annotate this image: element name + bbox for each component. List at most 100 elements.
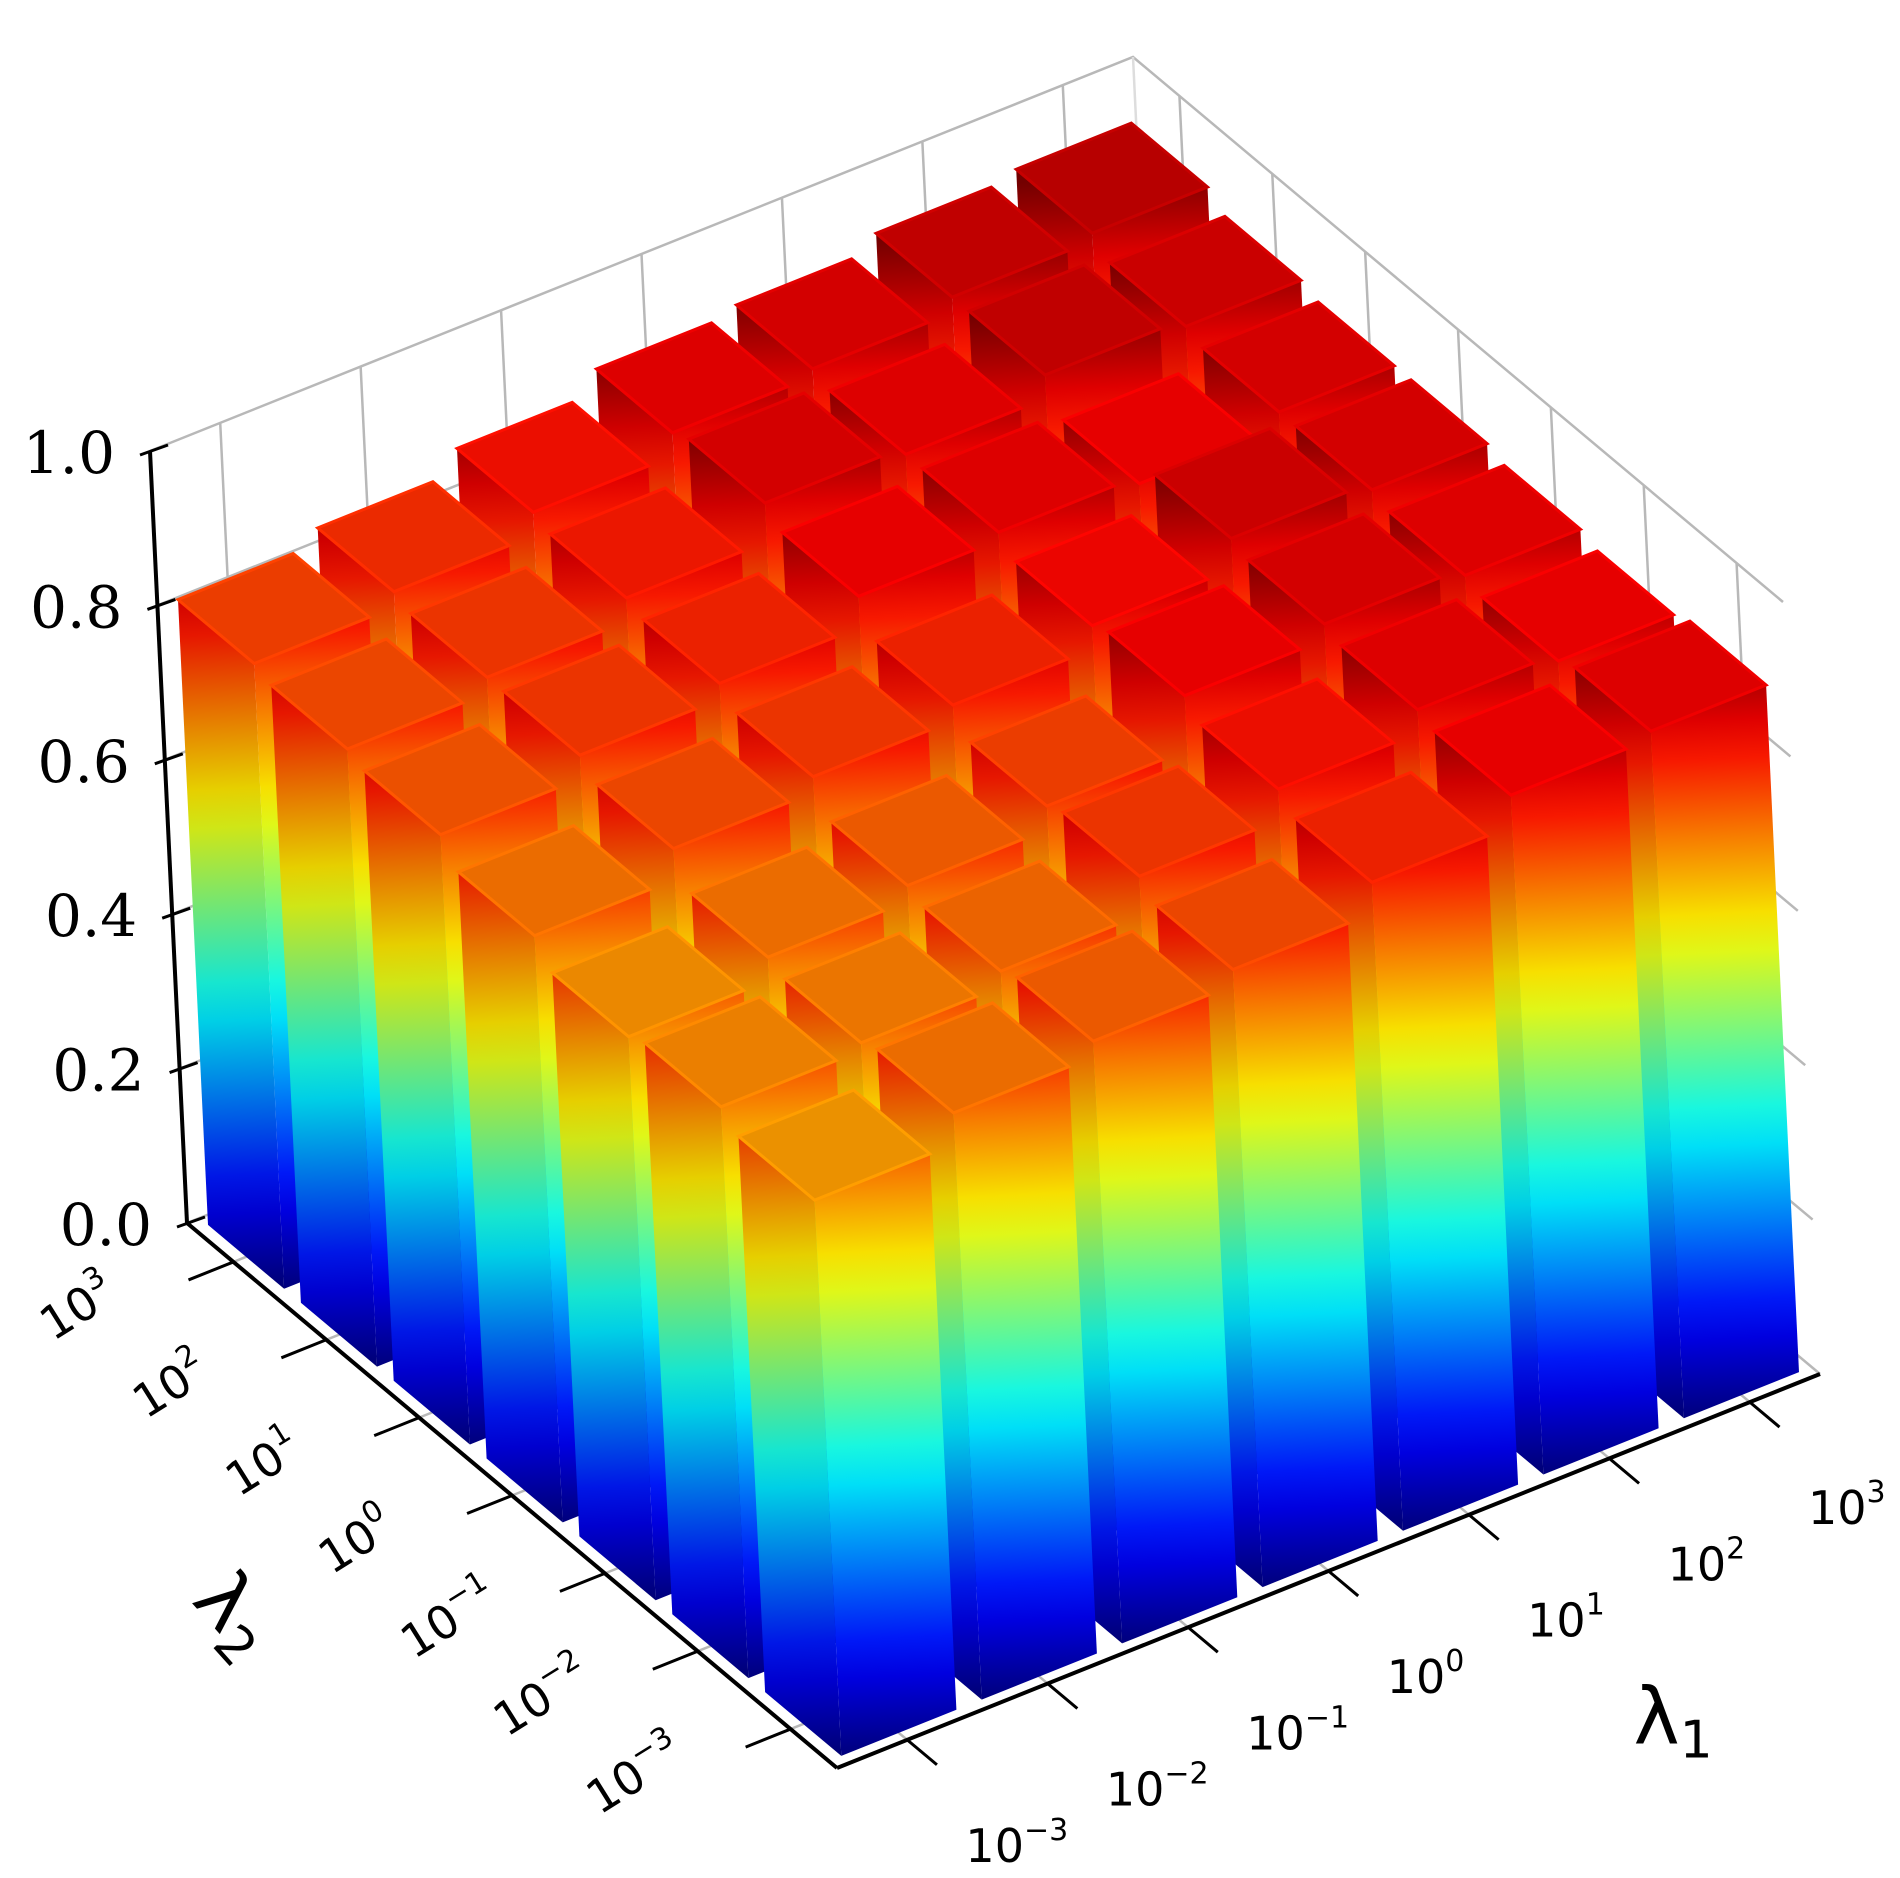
z-tick-label: 1.0 — [23, 419, 115, 487]
bar-top-face — [921, 859, 1119, 973]
z-tick-label: 0.4 — [45, 882, 137, 950]
bar-top-face — [549, 924, 747, 1039]
y-tick — [187, 1260, 234, 1282]
bar-top-face — [873, 593, 1071, 707]
bar-top-face — [828, 773, 1026, 888]
x-tick — [1046, 1682, 1079, 1710]
bar-top-face — [500, 643, 698, 757]
bar-top-face — [594, 736, 792, 851]
bar-top-face — [779, 484, 977, 599]
z-tick — [154, 752, 184, 766]
bar-front-face — [1510, 749, 1659, 1475]
bar-top-face — [1479, 549, 1677, 663]
bar-top-face — [1106, 214, 1304, 329]
x-tick — [1327, 1569, 1360, 1598]
x-tick-label: 100 — [1387, 1644, 1465, 1704]
bar-top-face — [268, 637, 466, 751]
bar-top-face — [175, 551, 373, 666]
y-tick-label: 10−1 — [388, 1564, 507, 1669]
z-tick-label: 0.8 — [30, 573, 122, 641]
x-tick — [1187, 1626, 1219, 1654]
x-tick-label: 103 — [1808, 1475, 1886, 1535]
x-axis-label: λ1 — [1633, 1672, 1712, 1770]
bar-top-face — [685, 391, 883, 505]
bar-top-face — [688, 845, 886, 959]
y-tick — [373, 1416, 420, 1438]
bar-front-face — [953, 1066, 1097, 1700]
bar-top-face — [734, 664, 932, 779]
bar-top-face — [1292, 378, 1490, 492]
bar-front-face — [814, 1153, 957, 1756]
bar-top-face — [919, 420, 1117, 535]
bar-top-face — [782, 931, 980, 1045]
y-tick-label: 10−2 — [481, 1642, 600, 1747]
bar-top-face — [593, 321, 791, 435]
y-tick-label: 102 — [120, 1337, 218, 1429]
z-axis-line — [148, 450, 189, 1224]
bar-side-face — [178, 599, 285, 1289]
bar-front-face — [1371, 836, 1519, 1531]
bar-top-face — [735, 1088, 933, 1202]
bar-top-face — [1152, 426, 1350, 541]
bar-top-face — [1386, 463, 1584, 578]
bar-top-face — [314, 479, 512, 594]
bar-top-face — [1060, 764, 1258, 878]
bar-top-face — [1338, 597, 1536, 712]
bar-top-face — [1199, 677, 1397, 791]
bar-top-face — [1105, 583, 1303, 698]
bar-top-face — [1013, 121, 1211, 235]
x-tick — [906, 1738, 938, 1766]
bar-top-face — [967, 694, 1165, 808]
x-tick-label: 102 — [1668, 1531, 1746, 1591]
bar-top-face — [454, 400, 652, 515]
bar-top-face — [1245, 512, 1443, 626]
y-tick-label: 10−3 — [574, 1719, 693, 1824]
z-tick — [169, 1061, 199, 1075]
bar-top-face — [640, 571, 838, 686]
x-tick-label: 10−2 — [1106, 1757, 1209, 1817]
bar — [735, 1088, 957, 1756]
bar-side-face — [552, 972, 656, 1601]
bar-top-face — [408, 565, 606, 680]
bar-front-face — [1093, 995, 1238, 1644]
bar-side-face — [738, 1136, 842, 1756]
y-tick — [745, 1727, 792, 1749]
bar-top-face — [826, 342, 1024, 457]
z-tick — [176, 1215, 206, 1229]
bar-top-face — [455, 823, 653, 938]
y-tick — [280, 1338, 327, 1360]
bar-top-face — [1200, 300, 1398, 414]
y-axis-line — [185, 1221, 839, 1770]
bar-side-face — [364, 770, 470, 1445]
bar-side-face — [644, 1042, 749, 1679]
bar-top-face — [1014, 929, 1212, 1043]
bar-top-face — [966, 263, 1164, 377]
bar-side-face — [271, 685, 377, 1367]
bar-front-face — [1650, 685, 1799, 1419]
x-tick — [1608, 1457, 1641, 1485]
bar-top-face — [642, 995, 840, 1109]
bar-side-face — [458, 871, 563, 1523]
bar-top-face — [1153, 857, 1351, 972]
y-tick — [466, 1494, 513, 1515]
x-tick — [1467, 1513, 1500, 1541]
y-tick — [652, 1649, 699, 1671]
bar-top-face — [873, 185, 1071, 299]
bars — [175, 121, 1799, 1756]
y-tick-label: 100 — [306, 1492, 404, 1584]
y-tick-label: 103 — [27, 1259, 125, 1351]
bar-top-face — [1431, 683, 1629, 797]
bar-top-face — [547, 486, 745, 600]
z-tick-label: 0.0 — [60, 1191, 152, 1259]
bar-top-face — [1292, 770, 1490, 885]
x-tick-label: 101 — [1527, 1588, 1605, 1648]
bar-top-face — [874, 1001, 1072, 1115]
x-tick-label: 10−1 — [1246, 1700, 1349, 1760]
z-tick — [161, 906, 191, 920]
bar-top-face — [1571, 619, 1769, 733]
x-tick-label: 10−3 — [965, 1813, 1068, 1873]
bar-front-face — [1233, 923, 1378, 1588]
y-tick — [559, 1571, 606, 1593]
y-axis-label: λ2 — [170, 1554, 296, 1678]
